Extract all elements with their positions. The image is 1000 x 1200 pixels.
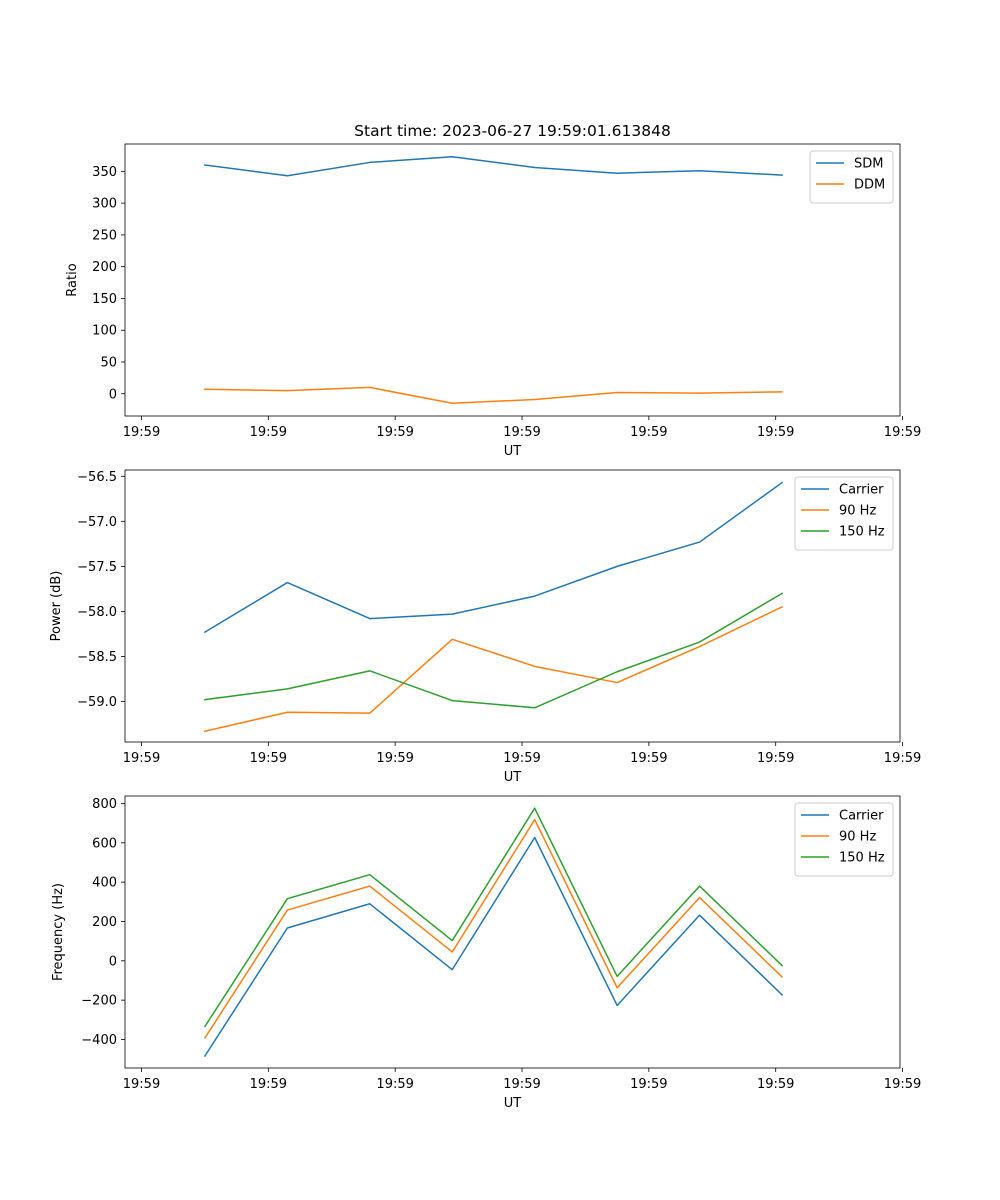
plot-frame bbox=[124, 469, 901, 743]
y-tick-label: −200 bbox=[81, 994, 117, 1009]
legend: Carrier 90 Hz 150 Hz bbox=[794, 802, 894, 877]
x-tick-label: 19:59 bbox=[123, 425, 160, 440]
x-tick-label: 19:59 bbox=[630, 425, 667, 440]
x-tick-label: 19:59 bbox=[630, 1077, 667, 1092]
y-tick-label: 0 bbox=[109, 387, 117, 402]
y-tick-label: 350 bbox=[92, 165, 117, 180]
y-tick-label: −58.5 bbox=[77, 650, 117, 665]
series-line-150-hz bbox=[204, 592, 784, 709]
y-tick-label: −56.5 bbox=[77, 470, 117, 485]
subplot-1: 19:5919:5919:5919:5919:5919:5919:5920:00… bbox=[65, 143, 921, 459]
y-tick-label: −59.0 bbox=[77, 695, 117, 710]
y-tick-label: −57.0 bbox=[77, 515, 117, 530]
series-line-150-hz bbox=[203, 807, 784, 1028]
legend-box bbox=[809, 150, 894, 204]
legend-label: 150 Hz bbox=[839, 525, 885, 540]
legend-label: 150 Hz bbox=[839, 851, 885, 866]
x-tick-label: 19:59 bbox=[250, 751, 287, 766]
y-tick-label: −57.5 bbox=[77, 560, 117, 575]
series-line-carrier bbox=[203, 836, 784, 1058]
subplot-2: 19:5919:5919:5919:5919:5919:5919:5920:00… bbox=[49, 469, 921, 785]
x-tick-label: 19:59 bbox=[884, 1077, 921, 1092]
series-line-90-hz bbox=[204, 605, 784, 733]
y-tick-label: −400 bbox=[81, 1033, 117, 1048]
y-tick-label: 800 bbox=[92, 797, 117, 812]
plot-frame bbox=[124, 143, 901, 417]
x-tick-label: 19:59 bbox=[884, 425, 921, 440]
y-tick-label: 200 bbox=[92, 915, 117, 930]
subplot-3: 19:5919:5919:5919:5919:5919:5919:5920:00… bbox=[51, 795, 921, 1111]
x-tick-label: 19:59 bbox=[376, 425, 413, 440]
x-tick-label: 19:59 bbox=[376, 1077, 413, 1092]
figure-title: Start time: 2023-06-27 19:59:01.613848 bbox=[354, 122, 671, 140]
legend-label: SDM bbox=[854, 157, 883, 172]
y-tick-label: 400 bbox=[92, 876, 117, 891]
y-tick-label: 100 bbox=[92, 324, 117, 339]
legend-label: Carrier bbox=[839, 809, 884, 824]
legend-label: 90 Hz bbox=[839, 830, 876, 845]
y-tick-label: 0 bbox=[109, 954, 117, 969]
legend: Carrier 90 Hz 150 Hz bbox=[794, 476, 894, 551]
axes-root: 19:5919:5919:5919:5919:5919:5919:5920:00… bbox=[49, 143, 921, 1111]
x-tick-label: 19:59 bbox=[503, 1077, 540, 1092]
legend: SDM DDM bbox=[809, 150, 894, 204]
y-tick-label: 600 bbox=[92, 836, 117, 851]
x-tick-label: 19:59 bbox=[123, 1077, 160, 1092]
x-tick-label: 19:59 bbox=[503, 751, 540, 766]
x-tick-label: 19:59 bbox=[123, 751, 160, 766]
y-tick-label: 250 bbox=[92, 228, 117, 243]
y-tick-label: 150 bbox=[92, 292, 117, 307]
series-line-sdm bbox=[204, 155, 783, 177]
x-tick-label: 19:59 bbox=[503, 425, 540, 440]
y-tick-label: 300 bbox=[92, 197, 117, 212]
x-tick-label: 19:59 bbox=[757, 1077, 794, 1092]
series-line-carrier bbox=[203, 481, 784, 634]
y-tick-label: 50 bbox=[100, 355, 117, 370]
y-axis-label: Frequency (Hz) bbox=[51, 883, 66, 981]
x-tick-label: 19:59 bbox=[250, 1077, 287, 1092]
x-tick-label: 19:59 bbox=[757, 751, 794, 766]
x-axis-label: UT bbox=[504, 1096, 522, 1111]
x-tick-label: 19:59 bbox=[630, 751, 667, 766]
series-line-90-hz bbox=[203, 818, 784, 1039]
x-tick-label: 19:59 bbox=[376, 751, 413, 766]
series-line-ddm bbox=[204, 386, 783, 405]
x-tick-label: 19:59 bbox=[250, 425, 287, 440]
y-tick-label: −58.0 bbox=[77, 605, 117, 620]
legend-label: 90 Hz bbox=[839, 504, 876, 519]
x-tick-label: 19:59 bbox=[884, 751, 921, 766]
plot-frame bbox=[124, 795, 901, 1069]
y-axis-label: Power (dB) bbox=[49, 571, 64, 642]
legend-label: DDM bbox=[854, 178, 885, 193]
x-axis-label: UT bbox=[504, 444, 522, 459]
x-tick-label: 19:59 bbox=[757, 425, 794, 440]
y-axis-label: Ratio bbox=[65, 263, 80, 296]
legend-label: Carrier bbox=[839, 483, 884, 498]
x-axis-label: UT bbox=[504, 770, 522, 785]
y-tick-label: 200 bbox=[92, 260, 117, 275]
